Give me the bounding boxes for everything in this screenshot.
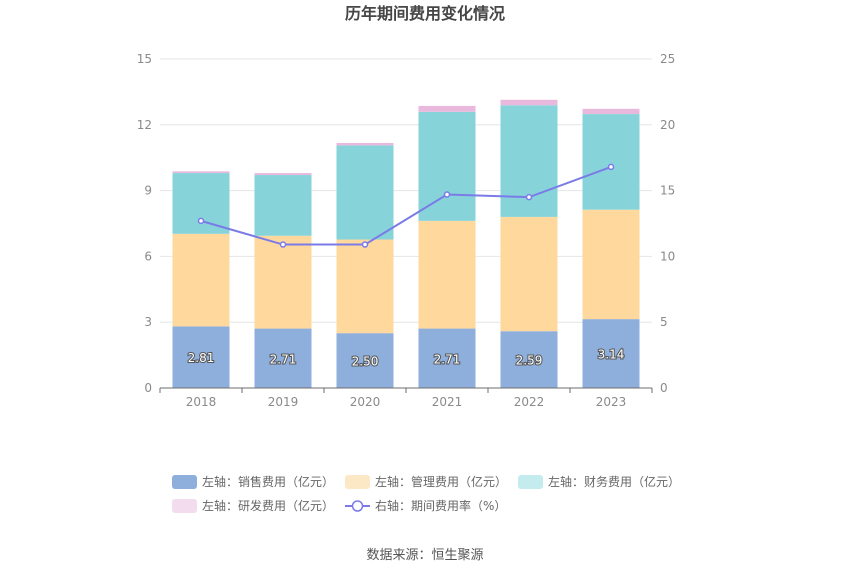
bar-segment [418, 105, 476, 112]
legend-label: 左轴：研发费用（亿元） [202, 498, 334, 513]
bar-value-label: 2.59 [516, 354, 543, 368]
left-tick-label: 6 [144, 249, 152, 263]
x-tick-label: 2018 [186, 395, 217, 409]
expense-rate-line [197, 163, 615, 248]
line-point [443, 191, 451, 198]
legend-swatch [345, 475, 370, 489]
bar-segment [254, 328, 312, 388]
chart-title: 历年期间费用变化情况 [345, 4, 505, 23]
bar-segment [500, 99, 558, 106]
legend-item[interactable]: 左轴：财务费用（亿元） [518, 474, 680, 489]
left-tick-label: 15 [137, 52, 152, 66]
bar-value-label: 2.71 [434, 352, 461, 366]
legend-item[interactable]: 左轴：研发费用（亿元） [172, 498, 334, 513]
right-tick-label: 5 [660, 315, 668, 329]
line-path [200, 165, 612, 246]
legend-item[interactable]: 左轴：管理费用（亿元） [345, 474, 507, 489]
bar-labels: 2.81 2.71 2.50 2.71 2.59 3.14 [187, 347, 626, 370]
bar-segment [418, 111, 476, 221]
bar-segment [500, 216, 558, 332]
legend-label: 左轴：财务费用（亿元） [548, 474, 680, 489]
bar-value-label: 2.81 [188, 351, 215, 365]
bar-segment [582, 114, 640, 210]
bar-segment [582, 319, 640, 388]
left-axis-ticks: 0 3 6 9 12 15 [137, 52, 152, 395]
bar-segment [172, 171, 230, 174]
bar-value-label: 2.50 [352, 355, 379, 369]
right-tick-label: 10 [660, 249, 675, 263]
bar-value-label: 2.71 [270, 352, 297, 366]
x-axis: 2018 2019 2020 2021 2022 2023 [159, 387, 653, 409]
legend-line-marker [351, 500, 364, 512]
right-tick-label: 25 [660, 52, 675, 66]
right-tick-label: 15 [660, 184, 675, 198]
line-point [607, 163, 615, 171]
bar-segment [336, 239, 394, 334]
left-tick-label: 12 [137, 118, 152, 132]
bar-segment [254, 173, 312, 176]
bar-segment [336, 333, 394, 388]
source-text: 数据来源：恒生聚源 [366, 548, 483, 563]
bar-segment [172, 233, 230, 327]
line-point [279, 241, 287, 248]
bar-segment [254, 175, 312, 236]
legend-swatch [172, 499, 197, 513]
bar-segment [582, 108, 640, 115]
x-tick-label: 2023 [596, 395, 627, 409]
x-tick-label: 2020 [350, 395, 381, 409]
right-axis-ticks: 0 5 10 15 20 25 [660, 52, 675, 395]
bar-segment [418, 328, 476, 388]
bar-segment [418, 220, 476, 329]
legend-label: 右轴：期间费用率（%） [375, 498, 506, 513]
legend-swatch [172, 475, 197, 489]
left-tick-label: 0 [144, 381, 152, 395]
stacked-bars [172, 99, 640, 388]
bar-value-label: 3.14 [598, 348, 625, 362]
legend-label: 左轴：管理费用（亿元） [375, 474, 507, 489]
legend-label: 左轴：销售费用（亿元） [202, 474, 334, 489]
left-tick-label: 3 [144, 315, 152, 329]
bar-segment [500, 331, 558, 388]
line-point [525, 193, 533, 201]
grid-lines [160, 58, 652, 323]
legend-item[interactable]: 右轴：期间费用率（%） [345, 498, 506, 513]
right-tick-label: 0 [660, 381, 668, 395]
left-tick-label: 9 [144, 184, 152, 198]
x-tick-label: 2019 [268, 395, 299, 409]
x-tick-label: 2021 [432, 395, 463, 409]
legend-swatch [518, 475, 543, 489]
legend[interactable]: 左轴：销售费用（亿元） 左轴：管理费用（亿元） 左轴：财务费用（亿元） 左轴：研发费用… [172, 474, 680, 513]
x-tick-label: 2022 [514, 395, 545, 409]
bar-segment [172, 326, 230, 388]
bar-segment [254, 235, 312, 329]
bar-segment [172, 173, 230, 234]
bar-segment [336, 143, 394, 146]
line-point [197, 217, 205, 225]
line-point [361, 241, 369, 248]
legend-item[interactable]: 左轴：销售费用（亿元） [172, 474, 334, 489]
right-tick-label: 20 [660, 118, 675, 132]
bar-segment [336, 145, 394, 240]
bar-segment [582, 209, 640, 320]
